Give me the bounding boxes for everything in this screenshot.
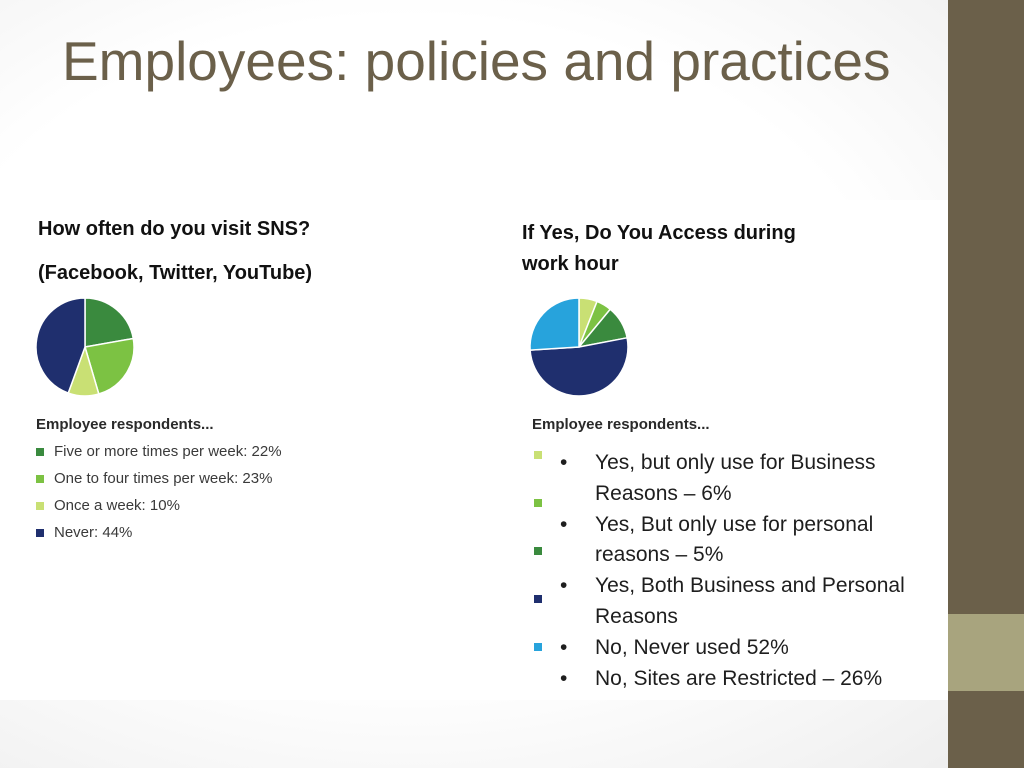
bullet-text: Yes, but only use for Business Reasons –… [595,451,876,505]
bullet-overlay-box [549,438,948,694]
bullet-text: No, Never used 52% [595,635,789,659]
legend-swatch [534,451,542,459]
bullet-text: Yes, Both Business and Personal Reasons [595,574,905,628]
right-question: If Yes, Do You Access during work hour [522,222,796,275]
pie-slice [35,297,86,395]
left-question: How often do you visit SNS? [38,218,311,240]
legend-swatch [534,547,542,555]
legend-swatch [534,643,542,651]
pie-slice [529,297,580,351]
legend-swatch [36,529,44,537]
pie-slice [84,297,135,348]
bullet-item: • Yes, Both Business and Personal Reasons [560,571,940,633]
legend-label: Never: 44% [54,524,133,541]
pie-slice [84,337,135,395]
left-pie-chart [35,297,135,397]
bullet-dot: • [560,635,568,659]
bullet-item: • No, Sites are Restricted – 26% [560,664,940,695]
right-decor-accent [948,614,1024,691]
bullet-item: • Yes, But only use for personal reasons … [560,510,940,572]
left-legend-title: Employee respondents... [36,416,214,433]
bullet-item: • Yes, but only use for Business Reasons … [560,448,940,510]
legend-label: One to four times per week: 23% [54,470,273,487]
bullet-text: Yes, But only use for personal reasons –… [595,512,874,567]
left-question-subtitle: (Facebook, Twitter, YouTube) [38,262,313,284]
bullet-dot: • [560,574,568,598]
bullet-dot: • [560,451,568,474]
legend-label: Once a week: 10% [54,497,180,514]
slide-title: Employees: policies and practices [62,30,891,92]
bullet-item: • No, Never used 52% [560,633,940,664]
right-pie-chart [529,297,629,397]
legend-swatch [534,595,542,603]
legend-swatch [36,502,44,510]
bullet-dot: • [560,666,568,690]
legend-swatch [534,499,542,507]
bullet-dot: • [560,512,568,536]
legend-swatch [36,448,44,456]
pie-slice [529,336,629,397]
right-legend-title: Employee respondents... [532,416,710,433]
answer-bullet-list: • Yes, but only use for Business Reasons … [560,448,940,694]
legend-label: Five or more times per week: 22% [54,443,282,460]
bullet-text: No, Sites are Restricted – 26% [595,666,883,690]
legend-swatch [36,475,44,483]
